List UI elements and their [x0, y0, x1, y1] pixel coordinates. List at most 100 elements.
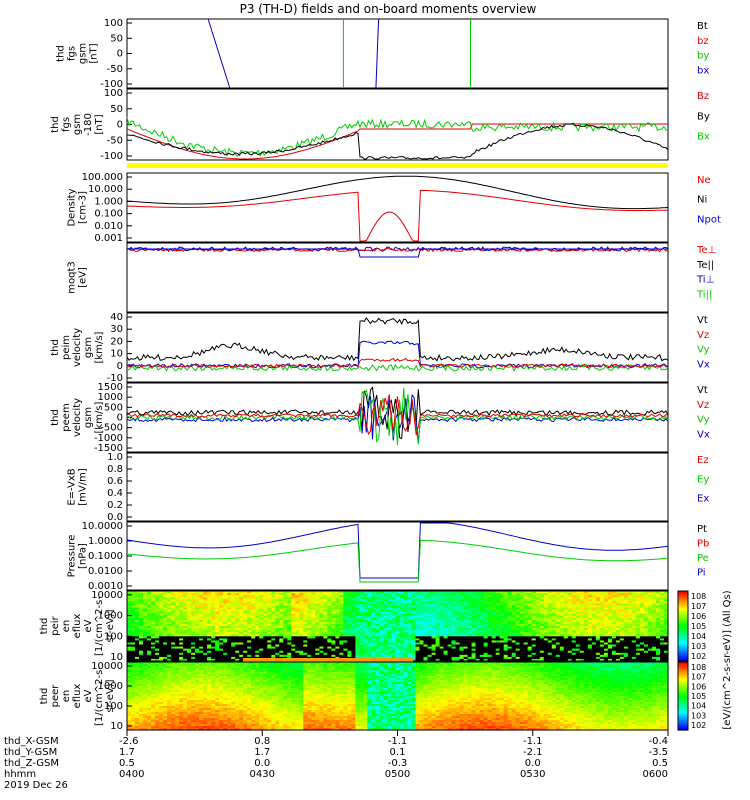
spectrogram-cell [383, 617, 389, 621]
spectrogram-cell [451, 648, 457, 652]
spectrogram-cell [267, 654, 272, 658]
spectrogram-cell [235, 613, 240, 617]
spectrogram-cell [299, 652, 304, 656]
spectrogram-cell [367, 636, 372, 639]
spectrogram-cell [631, 650, 637, 654]
spectrogram-cell [535, 650, 541, 654]
spectrogram-cell [239, 623, 244, 627]
spectrogram-cell [247, 617, 252, 621]
spectrogram-cell [487, 636, 493, 639]
spectrogram-cell [660, 605, 665, 609]
spectrogram-cell [463, 636, 469, 639]
spectrogram-cell [591, 597, 597, 600]
spectrogram-cell [179, 623, 184, 627]
spectrogram-cell [179, 626, 184, 629]
spectrogram-cell [327, 603, 332, 607]
spectrogram-cell [135, 636, 140, 639]
spectrogram-cell [652, 605, 657, 609]
spectrogram-cell [619, 638, 625, 642]
spectrogram-cell [295, 638, 300, 642]
spectrogram-cell [479, 636, 485, 639]
spectrogram-cell [159, 601, 164, 604]
spectrogram-cell [523, 650, 529, 654]
spectrogram-cell [571, 644, 577, 648]
spectrogram-cell [415, 630, 421, 633]
spectrogram-cell [155, 593, 160, 596]
spectrogram-cell [359, 603, 364, 607]
spectrogram-cell [660, 617, 665, 621]
spectrogram-cell [527, 626, 533, 629]
spectrogram-cell [335, 623, 340, 627]
spectrogram-cell [639, 619, 645, 623]
spectrogram-cell [559, 617, 565, 621]
spectrogram-cell [279, 599, 284, 602]
spectrogram-cell [187, 642, 192, 646]
spectrogram-cell [371, 615, 377, 619]
spectrogram-cell [139, 694, 144, 697]
spectrogram-cell [611, 603, 617, 607]
spectrogram-cell [175, 609, 180, 613]
spectrogram-cell [619, 656, 625, 660]
spectrogram-cell [275, 628, 280, 631]
spectrogram-cell [143, 607, 148, 611]
spectrogram-cell [639, 658, 645, 662]
spectrogram-cell [443, 613, 449, 617]
spectrogram-cell [467, 623, 473, 627]
spectrogram-cell [407, 619, 413, 623]
spectrogram-cell [299, 595, 304, 598]
spectrogram-cell [263, 654, 268, 658]
spectrogram-cell [435, 638, 441, 642]
spectrogram-cell [263, 611, 268, 615]
spectrogram-cell [287, 591, 292, 594]
spectrogram-cell [531, 654, 537, 658]
spectrogram-cell [163, 654, 168, 658]
spectrogram-cell [499, 601, 505, 604]
spectrogram-cell [451, 615, 457, 619]
spectrogram-cell [563, 634, 569, 637]
spectrogram-cell [583, 595, 589, 598]
spectrogram-cell [359, 619, 364, 623]
spectrogram-cell [431, 630, 437, 633]
spectrogram-cell [283, 613, 288, 617]
spectrogram-cell [155, 617, 160, 621]
spectrogram-cell [159, 650, 164, 654]
spectrogram-cell [423, 595, 429, 598]
spectrogram-cell [135, 648, 140, 652]
spectrogram-cell [431, 656, 437, 660]
spectrogram-cell [527, 642, 533, 646]
spectrogram-cell [191, 595, 196, 598]
spectrogram-cell [463, 648, 469, 652]
spectrogram-cell [131, 613, 136, 617]
spectrogram-cell [371, 644, 377, 648]
spectrogram-cell [559, 597, 565, 600]
spectrogram-cell [231, 656, 236, 660]
spectrogram-cell [199, 597, 204, 600]
spectrogram-cell [187, 644, 192, 648]
spectrogram-cell [539, 652, 545, 656]
y-tick-label: 0 [117, 49, 123, 60]
spectrogram-cell [263, 644, 268, 648]
spectrogram-cell [175, 611, 180, 615]
spectrogram-cell [315, 601, 320, 604]
spectrogram-cell [159, 630, 164, 633]
spectrogram-cell [563, 632, 569, 635]
spectrogram-cell [151, 593, 156, 596]
spectrogram-cell [287, 634, 292, 637]
spectrogram-cell [355, 591, 360, 594]
spectrogram-cell [239, 597, 244, 600]
spectrogram-cell [131, 626, 136, 629]
spectrogram-cell [251, 603, 256, 607]
spectrogram-cell [407, 638, 413, 642]
spectrogram-cell [395, 632, 401, 635]
spectrogram-cell [535, 634, 541, 637]
spectrogram-cell [483, 609, 489, 613]
y-axis-label: Pressure [67, 535, 78, 578]
spectrogram-cell [515, 617, 521, 621]
spectrogram-cell [139, 648, 144, 652]
spectrogram-cell [299, 640, 304, 644]
spectrogram-cell [127, 708, 132, 711]
spectrogram-cell [451, 654, 457, 658]
spectrogram-cell [523, 654, 529, 658]
spectrogram-cell [143, 652, 148, 656]
spectrogram-cell [587, 605, 593, 609]
